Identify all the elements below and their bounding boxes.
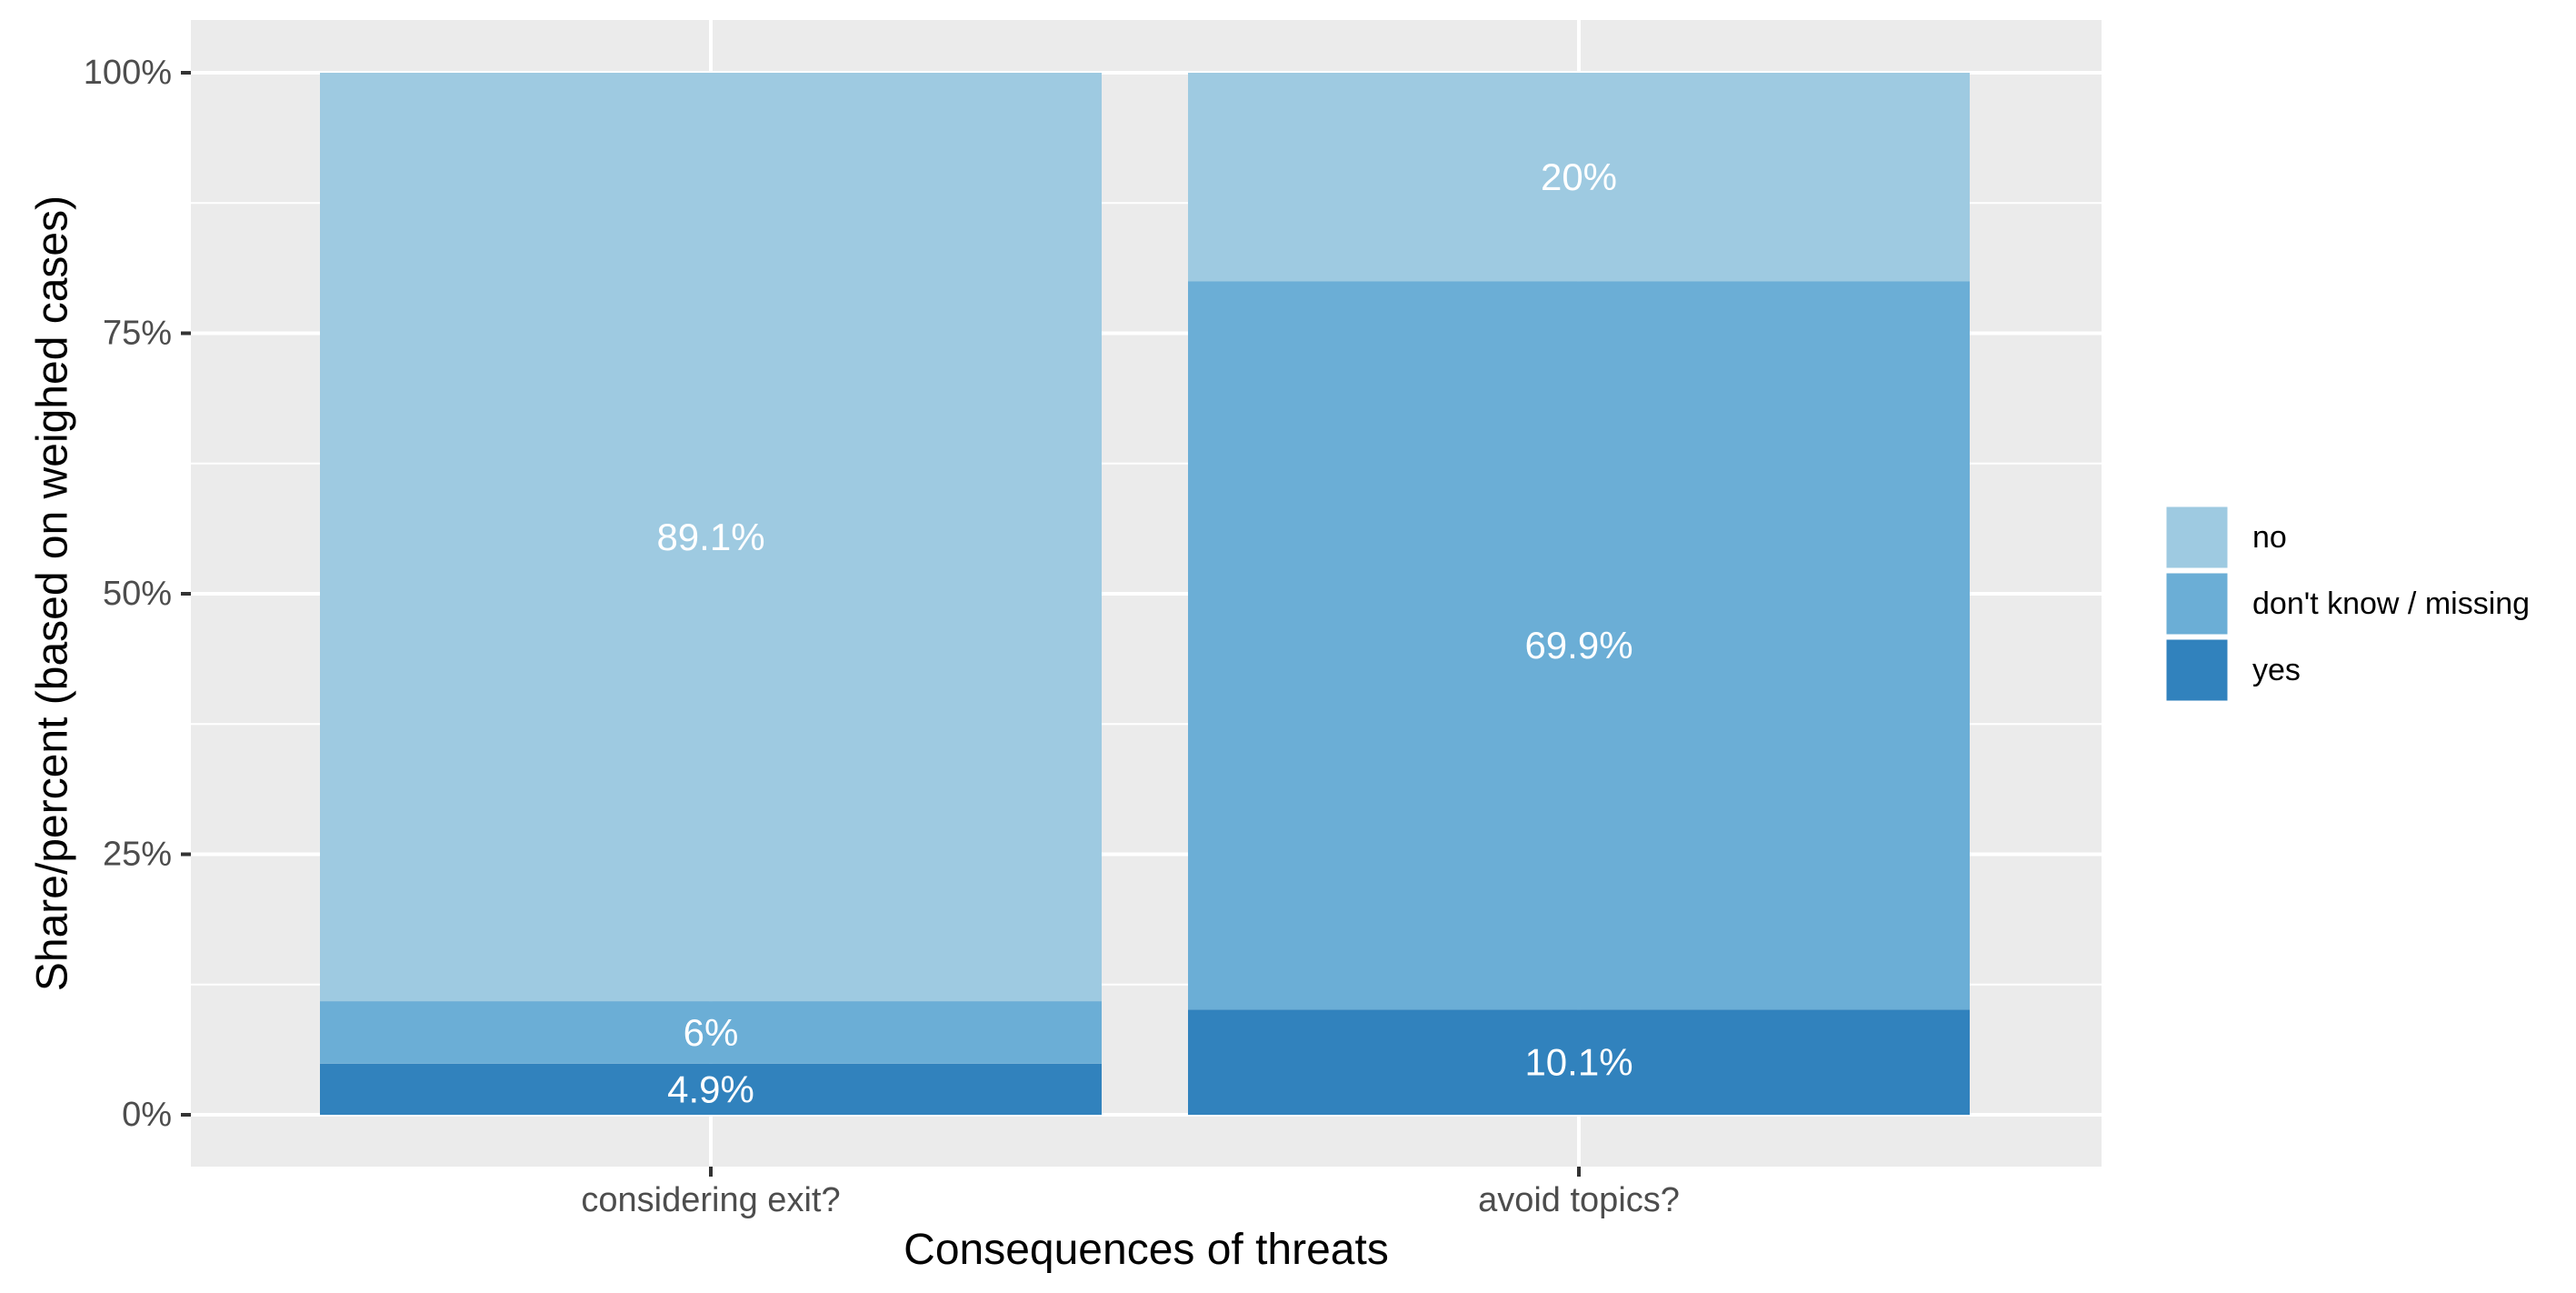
y-axis-title: Share/percent (based on weighed cases) bbox=[29, 195, 77, 991]
legend-key-no bbox=[2163, 504, 2231, 571]
bar-value-label: 4.9% bbox=[667, 1067, 754, 1110]
bar-segment-don-t-know-missing bbox=[320, 1001, 1102, 1064]
x-tick-label: considering exit? bbox=[581, 1181, 840, 1219]
x-axis-title: Consequences of threats bbox=[904, 1226, 1389, 1274]
y-tick-label: 0% bbox=[122, 1096, 172, 1134]
bar-segment-no bbox=[1188, 73, 1970, 282]
bar-segment-don-t-know-missing bbox=[1188, 281, 1970, 1010]
y-tick-label: 100% bbox=[84, 54, 172, 92]
legend-key-yes bbox=[2163, 636, 2231, 704]
legend-label: no bbox=[2252, 520, 2287, 555]
x-axis: considering exit? avoid topics? bbox=[581, 1167, 1680, 1219]
y-tick-label: 50% bbox=[103, 575, 172, 613]
legend-key-don-t-know-missing bbox=[2163, 570, 2231, 637]
y-tick-label: 75% bbox=[103, 315, 172, 353]
bars bbox=[320, 73, 1970, 1115]
legend-label: yes bbox=[2252, 653, 2301, 687]
x-tick-label: avoid topics? bbox=[1478, 1181, 1680, 1219]
y-axis: 0% 25% 50% 75% 100% bbox=[84, 54, 191, 1134]
bar-value-label: 10.1% bbox=[1524, 1041, 1632, 1084]
bar-segment-no bbox=[320, 73, 1102, 1002]
bar-labels: 4.9% 6% 89.1% 10.1% 69.9% 20% bbox=[656, 155, 1632, 1110]
y-tick-label: 25% bbox=[103, 836, 172, 874]
bar-segment-yes bbox=[1188, 1009, 1970, 1115]
bar-value-label: 20% bbox=[1541, 155, 1617, 198]
legend: no don't know / missing yes bbox=[2163, 504, 2530, 704]
bar-value-label: 89.1% bbox=[656, 516, 764, 558]
bar-value-label: 6% bbox=[684, 1011, 739, 1054]
legend-label: don't know / missing bbox=[2252, 586, 2530, 621]
bar-value-label: 69.9% bbox=[1524, 624, 1632, 667]
bar-segment-yes bbox=[320, 1063, 1102, 1115]
